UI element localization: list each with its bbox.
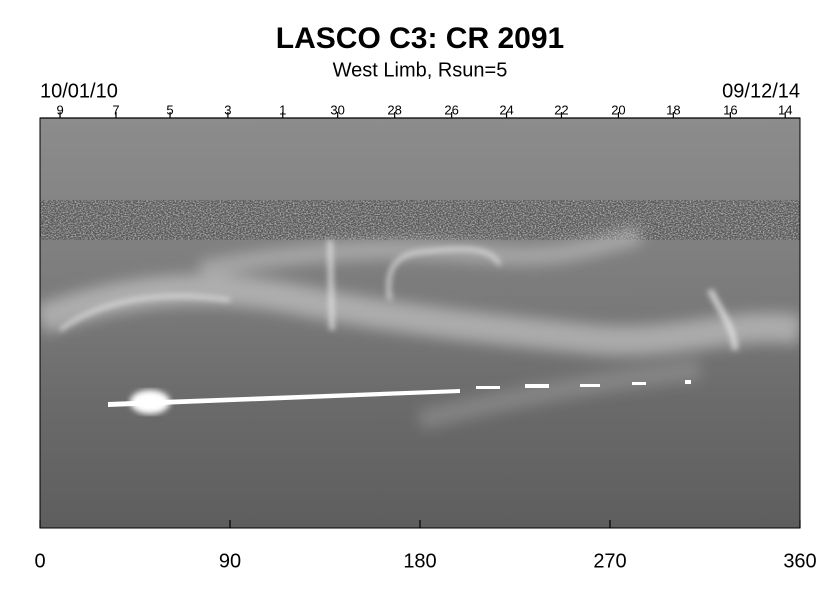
x-tick-label: 90 [219, 550, 241, 572]
top-tick-label: 1 [279, 102, 286, 117]
top-tick-label: 24 [499, 102, 513, 117]
chart-subtitle: West Limb, Rsun=5 [333, 59, 508, 81]
top-tick-label: 28 [387, 102, 401, 117]
comet-streak [108, 380, 691, 414]
top-tick-label: 5 [166, 102, 173, 117]
start-date: 10/01/10 [40, 80, 118, 102]
chart-title: LASCO C3: CR 2091 [276, 22, 564, 55]
top-tick-label: 20 [611, 102, 625, 117]
top-tick-label: 26 [444, 102, 458, 117]
end-date: 09/12/14 [722, 80, 800, 102]
x-tick-label: 0 [34, 550, 45, 572]
top-tick-label: 9 [56, 102, 63, 117]
top-tick-label: 7 [112, 102, 119, 117]
top-tick-label: 18 [666, 102, 680, 117]
top-tick-label: 16 [723, 102, 737, 117]
x-tick-label: 360 [783, 550, 816, 572]
top-tick-label: 30 [330, 102, 344, 117]
top-tick-label: 3 [224, 102, 231, 117]
streamer-glow [40, 226, 800, 430]
x-tick-label: 270 [593, 550, 626, 572]
streamer-arcs [58, 239, 738, 351]
noise-band [40, 200, 800, 240]
top-tick-label: 14 [778, 102, 792, 117]
x-tick-label: 180 [403, 550, 436, 572]
top-tick-label: 22 [554, 102, 568, 117]
synoptic-image [40, 118, 800, 528]
